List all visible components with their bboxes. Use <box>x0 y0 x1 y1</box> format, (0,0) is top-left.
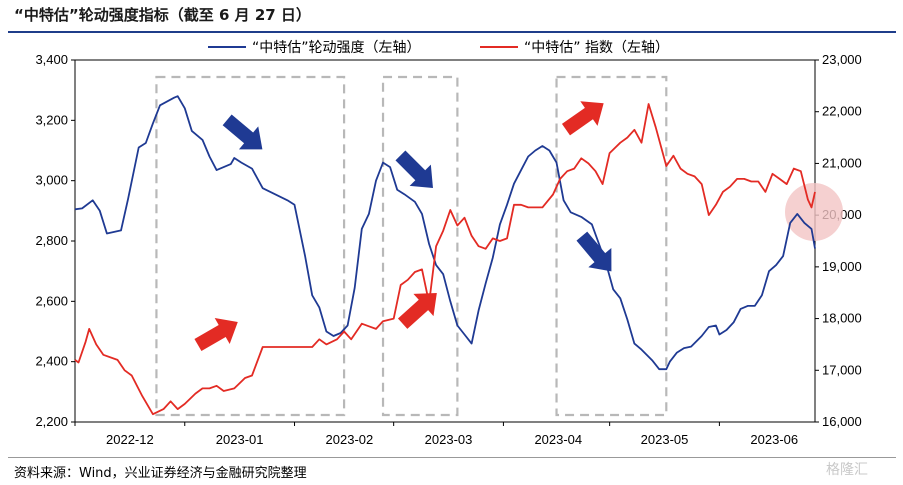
y-right-tick-label: 16,000 <box>822 414 862 429</box>
series-line-index <box>74 103 816 416</box>
chart-svg: 2,200 2,400 2,600 2,800 3,000 3,200 3,400 16,00… <box>35 40 862 447</box>
x-tick-label: 2023-01 <box>216 432 264 447</box>
down-arrow-3 <box>576 231 612 272</box>
x-tick-label: 2023-04 <box>534 432 582 447</box>
y-right-tick-label: 19,000 <box>822 259 862 274</box>
up-arrow-2 <box>397 292 437 329</box>
y-left-tick-label: 3,400 <box>35 52 68 67</box>
legend-label-rotation-strength: “中特估”轮动强度（左轴） <box>252 40 421 56</box>
y-right-tick-label: 22,000 <box>822 104 862 119</box>
down-arrow-1 <box>222 114 263 150</box>
y-left-tick-label: 3,000 <box>35 173 68 188</box>
bottom-rule <box>8 457 896 458</box>
y-left-tick-label: 2,200 <box>35 414 68 429</box>
x-tick-label: 2023-02 <box>326 432 374 447</box>
legend-label-index: “中特估” 指数（左轴） <box>524 40 669 56</box>
watermark: 格隆汇 <box>826 462 868 478</box>
down-arrow-2 <box>395 150 433 188</box>
y-right-tick-label: 18,000 <box>822 311 862 326</box>
highlight-circle <box>785 183 843 241</box>
y-right-tick-label: 17,000 <box>822 362 862 377</box>
dashed-highlight-box <box>381 75 459 417</box>
y-right-tick-label: 21,000 <box>822 155 862 170</box>
x-tick-label: 2023-06 <box>750 432 798 447</box>
y-right-tick-label: 23,000 <box>822 52 862 67</box>
up-arrow-3 <box>561 101 604 136</box>
chart-title: “中特估”轮动强度指标（截至 6 月 27 日） <box>14 6 311 24</box>
x-tick-label: 2023-03 <box>425 432 473 447</box>
title-rule <box>8 31 896 33</box>
y-left-tick-label: 3,200 <box>35 112 68 127</box>
y-left-tick-label: 2,600 <box>35 293 68 308</box>
source-note: 资料来源：Wind，兴业证券经济与金融研究院整理 <box>14 466 307 481</box>
up-arrow-1 <box>194 318 238 352</box>
series-line-rotation-strength <box>74 95 816 371</box>
y-left-tick-label: 2,800 <box>35 233 68 248</box>
x-tick-label: 2023-05 <box>641 432 689 447</box>
y-left-tick-label: 2,400 <box>35 354 68 369</box>
dashed-highlight-box <box>155 75 346 417</box>
x-tick-label: 2022-12 <box>106 432 154 447</box>
dashed-highlight-box <box>555 75 668 417</box>
